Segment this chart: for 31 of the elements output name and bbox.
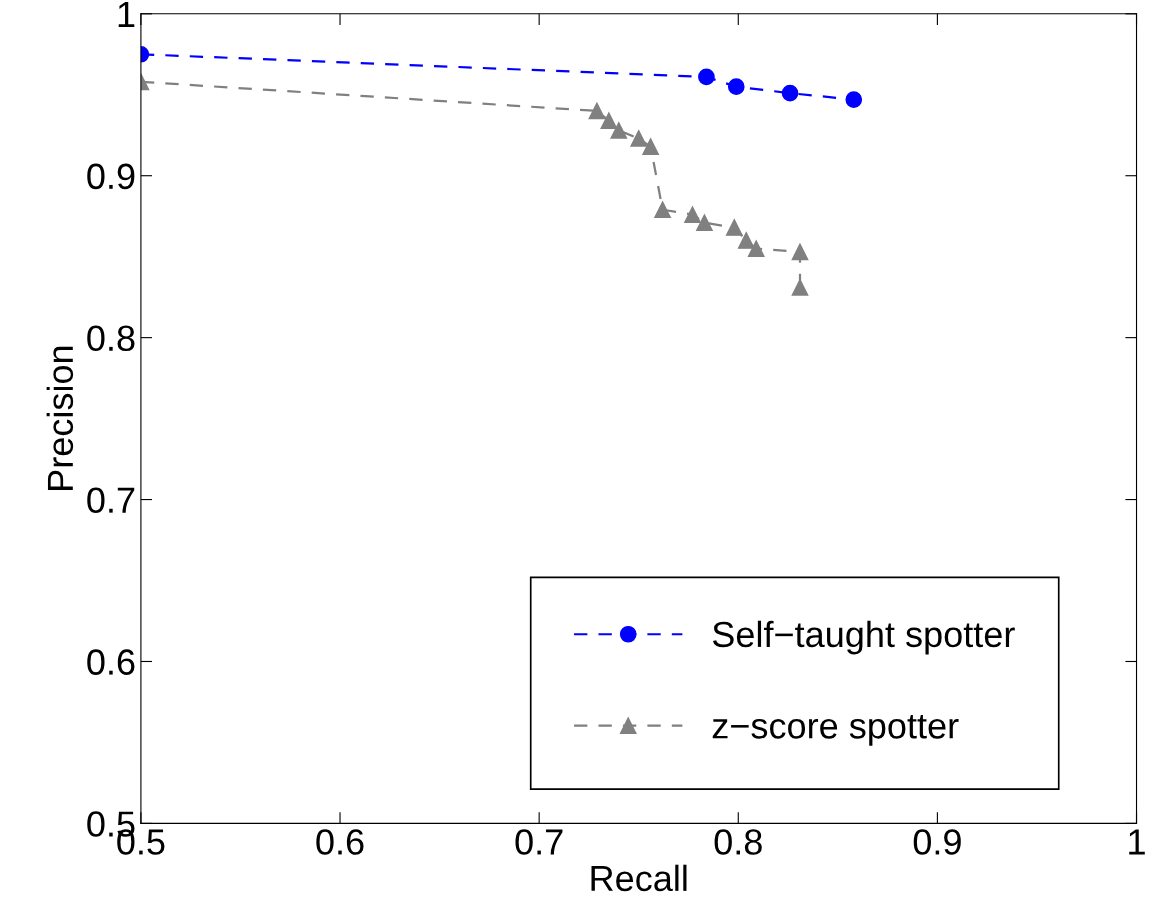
point [845,91,863,108]
x-tick-label: 0.8 [714,829,762,855]
legend-label: Self−taught spotter [712,620,1015,655]
point [630,130,648,147]
y-tick-label: 0.6 [87,649,135,675]
point [696,214,713,232]
y-tick-label: 0.9 [87,163,135,190]
y-tick-label: 0.8 [87,325,135,352]
point [642,138,659,155]
point [698,68,715,86]
point [791,279,809,296]
x-tick-label: 0.6 [316,829,364,855]
point [727,78,745,95]
y-axis-title: Precision [46,346,74,490]
y-tick-label: 1 [118,2,135,27]
x-tick-label: 0.7 [515,829,563,855]
point [791,243,809,261]
y-tick-label: 0.7 [87,487,135,513]
point [684,206,701,223]
point [588,102,606,120]
point [725,219,743,236]
point [654,201,671,219]
x-tick-label: 1 [1129,829,1145,855]
legend-label: z−score spotter [712,714,959,746]
point [600,112,618,130]
point [747,240,765,257]
x-tick-label: 0.9 [913,829,961,855]
point [781,84,799,102]
x-axis-title: Recall [591,864,687,892]
point [610,122,628,139]
point [737,232,755,249]
